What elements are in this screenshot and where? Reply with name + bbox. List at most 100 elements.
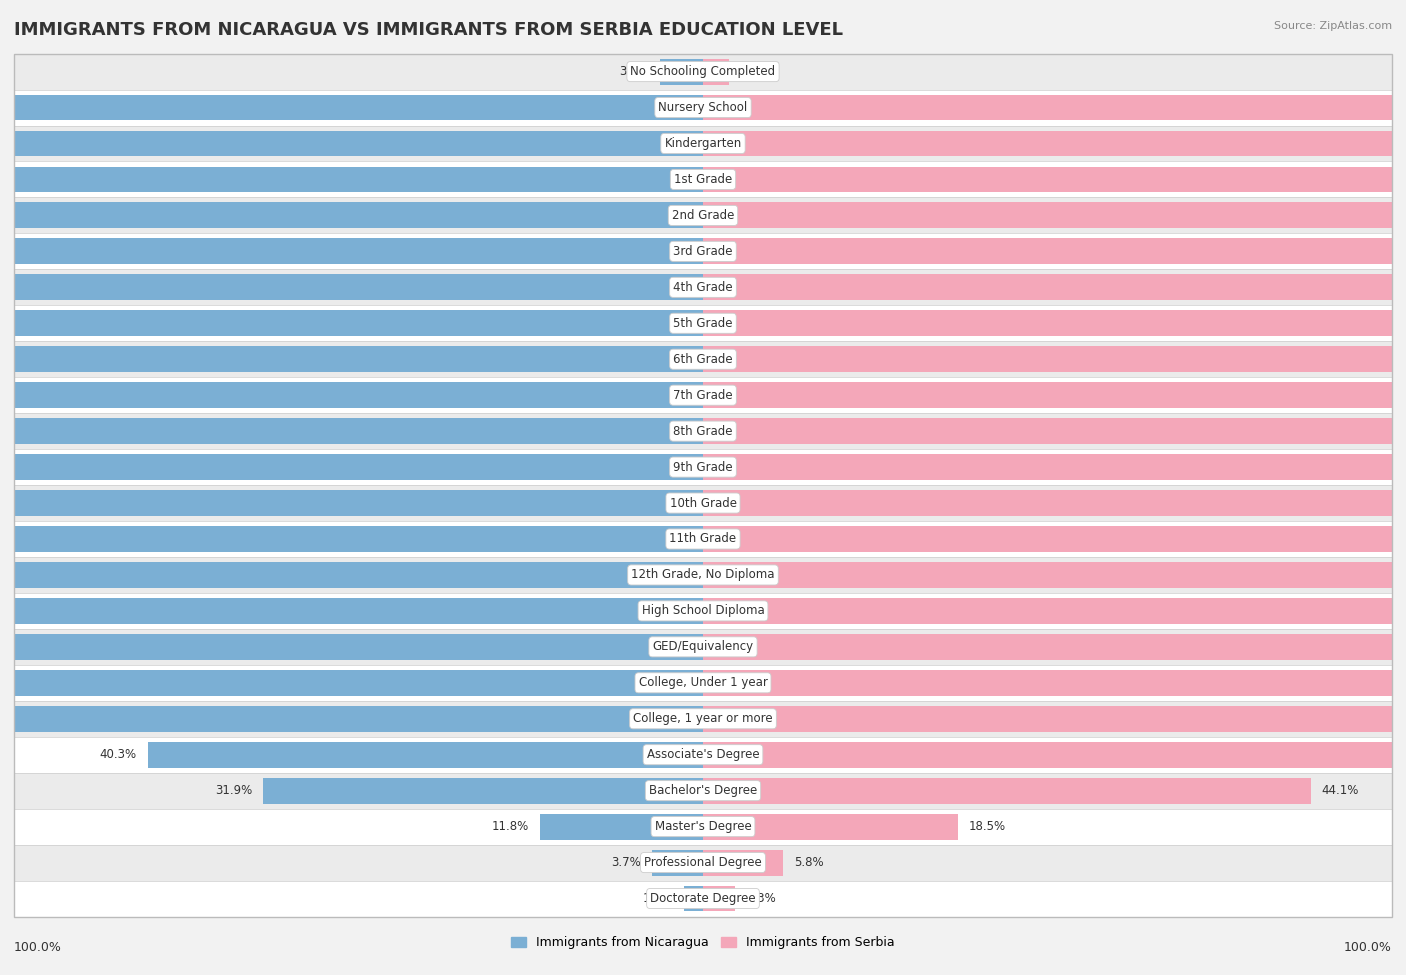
Bar (703, 58, 730, 85)
Bar (0, 274, 703, 300)
Bar (703, 131, 1406, 156)
Text: 6th Grade: 6th Grade (673, 353, 733, 366)
Bar (14, 737, 1392, 773)
Bar (703, 382, 1406, 409)
Text: 100.0%: 100.0% (1344, 941, 1392, 954)
Bar (14, 844, 1392, 880)
Text: 4th Grade: 4th Grade (673, 281, 733, 293)
Bar (0, 706, 703, 731)
Bar (0, 95, 703, 121)
Text: 1.9%: 1.9% (740, 65, 770, 78)
Text: GED/Equivalency: GED/Equivalency (652, 641, 754, 653)
Text: No Schooling Completed: No Schooling Completed (630, 65, 776, 78)
Bar (703, 634, 1406, 660)
Text: 18.5%: 18.5% (969, 820, 1007, 833)
Bar (0, 131, 703, 156)
Bar (0, 490, 703, 516)
Bar (540, 814, 703, 839)
Bar (0, 310, 703, 336)
Text: 7th Grade: 7th Grade (673, 389, 733, 402)
Text: 12th Grade, No Diploma: 12th Grade, No Diploma (631, 568, 775, 581)
Bar (14, 305, 1392, 341)
Legend: Immigrants from Nicaragua, Immigrants from Serbia: Immigrants from Nicaragua, Immigrants fr… (510, 936, 896, 949)
Bar (14, 233, 1392, 269)
Bar (703, 274, 1406, 300)
Bar (0, 239, 703, 264)
Text: High School Diploma: High School Diploma (641, 604, 765, 617)
Text: Associate's Degree: Associate's Degree (647, 748, 759, 761)
Bar (0, 203, 703, 228)
Bar (703, 598, 1406, 624)
Bar (703, 167, 1406, 192)
Bar (14, 341, 1392, 377)
Bar (0, 454, 703, 480)
Bar (703, 239, 1406, 264)
Bar (703, 849, 783, 876)
Text: 5th Grade: 5th Grade (673, 317, 733, 330)
Text: 2.3%: 2.3% (745, 892, 776, 905)
Bar (0, 670, 703, 696)
Bar (14, 521, 1392, 557)
Bar (652, 849, 703, 876)
Bar (703, 885, 735, 912)
Bar (703, 95, 1406, 121)
Bar (14, 162, 1392, 197)
Bar (703, 454, 1406, 480)
Text: 31.9%: 31.9% (215, 784, 253, 798)
Text: Professional Degree: Professional Degree (644, 856, 762, 869)
Bar (703, 742, 1406, 767)
Bar (703, 670, 1406, 696)
Bar (14, 90, 1392, 126)
Bar (14, 557, 1392, 593)
Bar (0, 598, 703, 624)
Text: 11th Grade: 11th Grade (669, 532, 737, 545)
Bar (14, 701, 1392, 737)
Bar (0, 418, 703, 444)
Text: 8th Grade: 8th Grade (673, 425, 733, 438)
Text: IMMIGRANTS FROM NICARAGUA VS IMMIGRANTS FROM SERBIA EDUCATION LEVEL: IMMIGRANTS FROM NICARAGUA VS IMMIGRANTS … (14, 21, 844, 39)
Bar (14, 126, 1392, 162)
Bar (703, 526, 1406, 552)
Bar (0, 167, 703, 192)
Bar (683, 885, 703, 912)
Bar (0, 562, 703, 588)
Bar (703, 778, 1310, 803)
Text: 44.1%: 44.1% (1322, 784, 1360, 798)
Bar (14, 808, 1392, 844)
Text: College, 1 year or more: College, 1 year or more (633, 713, 773, 725)
Bar (703, 562, 1406, 588)
Bar (14, 413, 1392, 449)
Bar (14, 197, 1392, 233)
Bar (148, 742, 703, 767)
Bar (14, 269, 1392, 305)
Text: Kindergarten: Kindergarten (665, 137, 741, 150)
Text: 100.0%: 100.0% (14, 941, 62, 954)
Bar (661, 58, 703, 85)
Text: Nursery School: Nursery School (658, 101, 748, 114)
Bar (703, 203, 1406, 228)
Text: 2nd Grade: 2nd Grade (672, 209, 734, 222)
Text: 3.1%: 3.1% (620, 65, 650, 78)
Text: 11.8%: 11.8% (492, 820, 530, 833)
Bar (14, 486, 1392, 521)
Bar (0, 526, 703, 552)
Text: 3rd Grade: 3rd Grade (673, 245, 733, 257)
Text: College, Under 1 year: College, Under 1 year (638, 677, 768, 689)
Text: 9th Grade: 9th Grade (673, 460, 733, 474)
Bar (703, 310, 1406, 336)
Bar (14, 880, 1392, 916)
Text: 5.8%: 5.8% (794, 856, 824, 869)
Bar (703, 346, 1406, 372)
Bar (703, 814, 957, 839)
Text: Bachelor's Degree: Bachelor's Degree (650, 784, 756, 798)
Bar (263, 778, 703, 803)
Bar (703, 490, 1406, 516)
Bar (14, 54, 1392, 90)
Bar (14, 449, 1392, 486)
Bar (703, 706, 1406, 731)
Text: 3.7%: 3.7% (612, 856, 641, 869)
Text: 10th Grade: 10th Grade (669, 496, 737, 510)
Text: 40.3%: 40.3% (100, 748, 136, 761)
Bar (703, 418, 1406, 444)
Text: 1.4%: 1.4% (643, 892, 672, 905)
